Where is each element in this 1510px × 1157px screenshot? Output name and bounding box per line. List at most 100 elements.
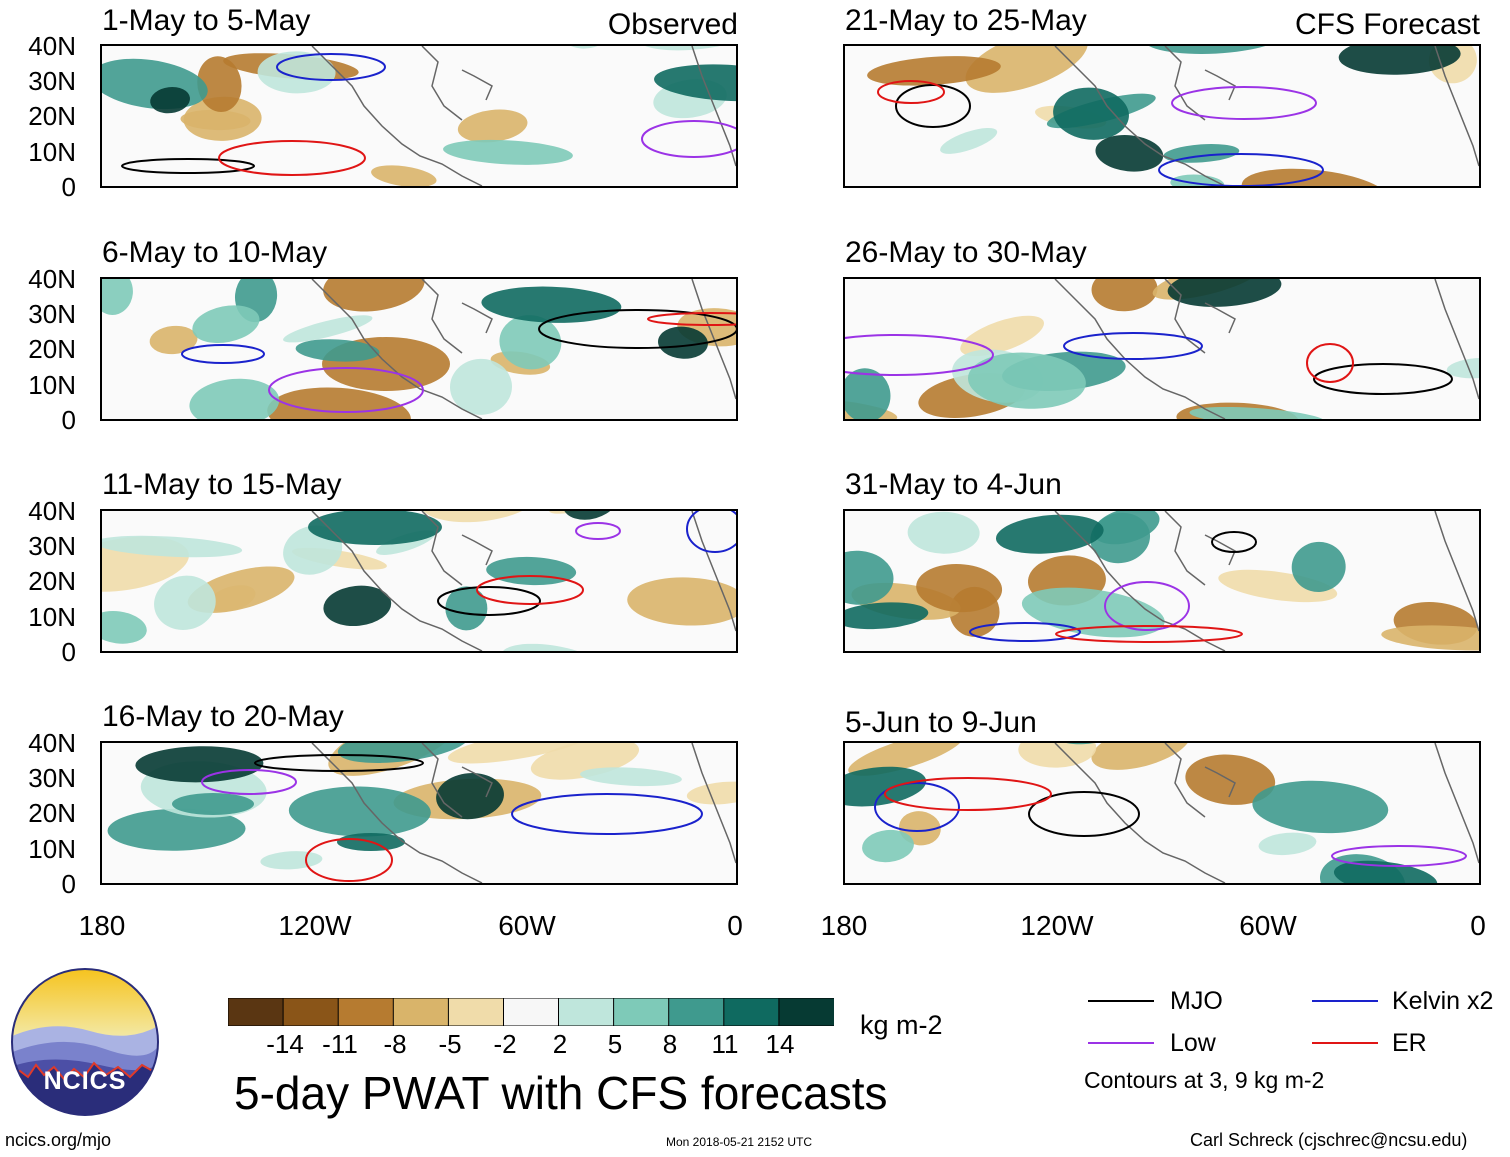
y-tick-label: 20N (28, 566, 76, 596)
legend-label-mjo: MJO (1170, 987, 1223, 1015)
moist-anomaly-area (102, 535, 243, 558)
colorbar-tick-label: -8 (383, 1029, 407, 1059)
dry-anomaly-area (371, 165, 437, 186)
moist-anomaly-core (1333, 860, 1438, 883)
timestamp: Mon 2018-05-21 2152 UTC (666, 1135, 813, 1149)
coastline (1054, 743, 1479, 883)
map-panel (843, 44, 1481, 188)
x-tick-label: 120W (278, 910, 352, 941)
moist-anomaly-area (283, 315, 373, 343)
wave-contour (121, 158, 255, 174)
x-tick-label: 0 (727, 910, 743, 941)
moist-anomaly-area (845, 368, 891, 419)
wave-contour (181, 344, 265, 364)
author-credit: Carl Schreck (cjschrec@ncsu.edu) (1190, 1130, 1468, 1150)
moist-anomaly-core (1338, 46, 1461, 75)
moist-anomaly-area (940, 127, 998, 154)
wave-contour (1158, 153, 1324, 186)
dry-anomaly-area (447, 743, 592, 764)
moist-anomaly-area (635, 46, 736, 51)
wave-contour (254, 754, 424, 772)
colorbar-swatch (613, 998, 670, 1026)
coastline (311, 743, 736, 883)
legend-label-low: Low (1170, 1029, 1216, 1057)
dry-anomaly-area (1091, 743, 1191, 770)
map-panel (843, 741, 1481, 885)
y-tick-label: 0 (61, 869, 76, 899)
moist-anomaly-area (862, 829, 914, 863)
colorbar-swatch (668, 998, 725, 1026)
moist-anomaly-area (499, 315, 562, 370)
moist-anomaly-area (580, 767, 682, 787)
moist-anomaly-area (1446, 357, 1479, 379)
y-tick-label: 10N (28, 370, 76, 400)
wave-contour (1211, 531, 1257, 553)
y-tick-label: 30N (28, 66, 76, 96)
colorbar-swatch (447, 998, 505, 1026)
moist-anomaly-area (443, 139, 573, 165)
pwat-map (102, 279, 736, 419)
colorbar-tick-label: -11 (322, 1029, 358, 1059)
panel-title: 26-May to 30-May (845, 236, 1087, 269)
x-tick-label: 180 (78, 910, 126, 941)
y-tick-label: 30N (28, 763, 76, 793)
moist-anomaly-area (257, 51, 336, 94)
colorbar-tick-label: 5 (607, 1029, 623, 1059)
moist-anomaly-area (102, 611, 147, 644)
wave-contour (895, 84, 971, 128)
wave-contour (1306, 343, 1354, 383)
map-panel (100, 44, 738, 188)
moist-anomaly-area (107, 808, 246, 851)
map-panel (100, 509, 738, 653)
moist-anomaly-area (907, 511, 980, 554)
colorbar-swatch (778, 998, 834, 1026)
pwat-map (845, 743, 1479, 883)
x-tick-label: 0 (1470, 910, 1486, 941)
wave-contour (476, 575, 584, 605)
moist-anomaly-area (501, 643, 608, 651)
colorbar-unit: kg m-2 (860, 1010, 943, 1040)
y-tick-label: 20N (28, 101, 76, 131)
moist-anomaly-area (1143, 46, 1287, 54)
moist-anomaly-area (449, 358, 512, 415)
moist-anomaly-area (486, 556, 577, 586)
legend-swatch-mjo (1088, 1000, 1154, 1002)
moist-anomaly-core (658, 326, 708, 359)
map-panel (100, 277, 738, 421)
moist-anomaly-core (135, 746, 264, 783)
y-tick-label: 30N (28, 299, 76, 329)
dry-anomaly-area (149, 325, 198, 355)
dry-anomaly-area (267, 387, 411, 419)
figure-title: 5-day PWAT with CFS forecasts (234, 1067, 888, 1119)
map-panel (843, 509, 1481, 653)
legend-swatch-kelvin (1312, 1000, 1378, 1002)
pwat-map (845, 279, 1479, 419)
moist-anomaly-area (1093, 511, 1160, 545)
colorbar-swatch (337, 998, 395, 1026)
panel-title: 5-Jun to 9-Jun (845, 706, 1037, 739)
wave-contour (218, 140, 366, 176)
moist-anomaly-area (337, 743, 469, 763)
wave-contour (969, 622, 1081, 642)
cfs-forecast-label: CFS Forecast (1294, 8, 1480, 41)
colorbar-swatch (392, 998, 450, 1026)
dry-anomaly-area (1018, 743, 1097, 768)
y-tick-label: 30N (28, 531, 76, 561)
moist-anomaly-area (845, 550, 894, 605)
panel-title: 1-May to 5-May (102, 4, 311, 37)
colorbar-tick-label: 11 (711, 1029, 739, 1059)
y-tick-label: 0 (61, 405, 76, 435)
panel-title: 21-May to 25-May (845, 4, 1087, 37)
source-url: ncics.org/mjo (5, 1130, 112, 1150)
wave-contour (1063, 332, 1203, 360)
moist-anomaly-area (1344, 743, 1455, 748)
dry-anomaly-area (1241, 168, 1389, 186)
moist-anomaly-area (1189, 406, 1326, 419)
y-tick-label: 40N (28, 31, 76, 61)
moist-anomaly-core (436, 773, 504, 820)
panel-title: 31-May to 4-Jun (845, 468, 1062, 501)
moist-anomaly-core (323, 585, 392, 627)
y-tick-label: 40N (28, 496, 76, 526)
moist-anomaly-core (995, 514, 1104, 554)
x-tick-label: 120W (1020, 910, 1094, 941)
